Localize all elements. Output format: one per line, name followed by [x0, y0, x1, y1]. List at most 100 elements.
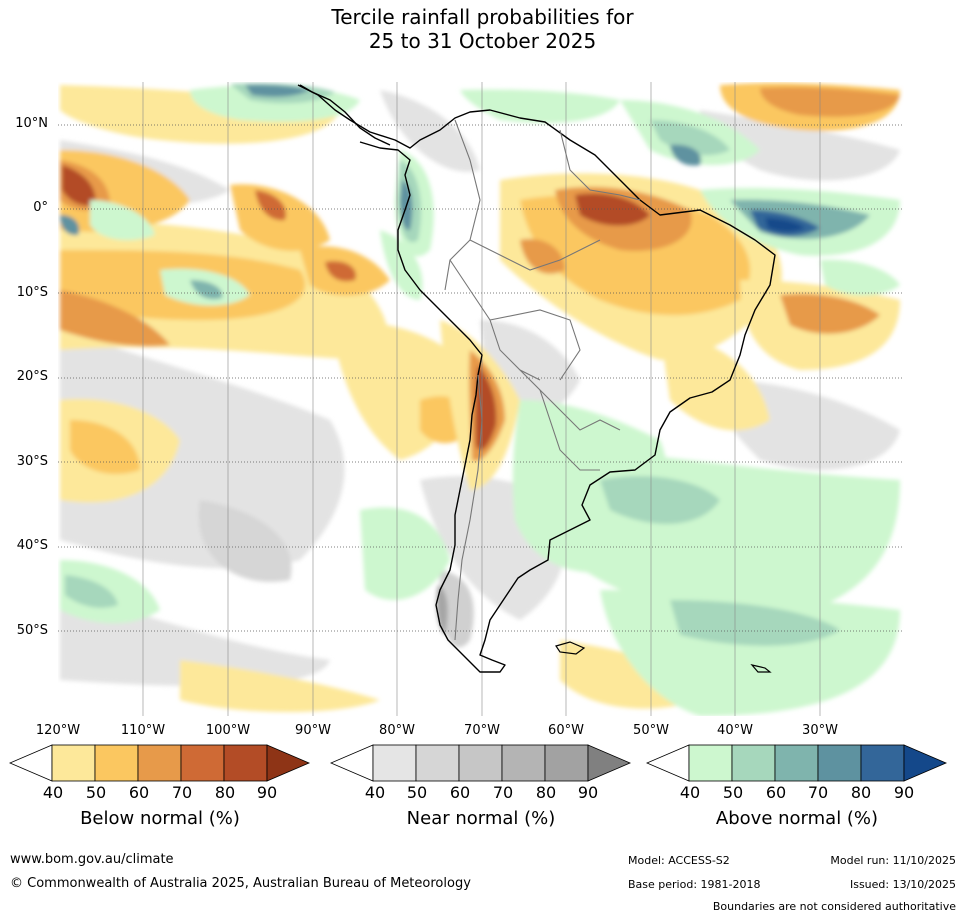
lon-label-60w: 60°W	[548, 723, 584, 738]
below-normal-area	[475, 365, 497, 450]
above-normal-area	[60, 215, 80, 236]
above-tick-50: 50	[722, 783, 744, 802]
below-normal-area	[760, 87, 900, 117]
lat-label-40s: 40°S	[16, 538, 48, 553]
below-colorbar-segment	[180, 744, 225, 782]
below-tick-70: 70	[171, 783, 193, 802]
near-colorbar-segment	[544, 744, 589, 782]
above-normal-area	[460, 89, 620, 124]
above-normal-area	[670, 600, 840, 646]
near-tick-80: 80	[535, 783, 557, 802]
colorbar-above-normal	[645, 744, 948, 782]
above-normal-area	[360, 507, 450, 600]
below-tick-90: 90	[256, 783, 278, 802]
below-normal-area	[70, 420, 140, 474]
below-colorbar-segment	[137, 744, 182, 782]
falkland-islands	[555, 641, 586, 655]
near-colorbar-segment	[372, 744, 417, 782]
below-normal-area	[780, 293, 880, 334]
country-borders	[444, 119, 641, 641]
model-run-date: Model run: 11/10/2025	[830, 854, 956, 867]
near-tick-40: 40	[364, 783, 386, 802]
above-normal-area	[245, 84, 310, 97]
near-colorbar-max-extend	[587, 744, 632, 782]
above-colorbar-segment	[860, 744, 905, 782]
title-line1: Tercile rainfall probabilities for	[331, 5, 634, 29]
lon-label-120w: 120°W	[35, 723, 81, 738]
above-colorbar-segment	[774, 744, 819, 782]
near-normal-area	[439, 570, 474, 648]
below-normal-area	[255, 190, 286, 221]
island	[750, 664, 772, 673]
above-colorbar-max-extend	[903, 744, 948, 782]
lon-label-100w: 100°W	[205, 723, 251, 738]
graticule	[58, 124, 904, 632]
below-colorbar-segment	[94, 744, 139, 782]
graticule-meridians	[142, 82, 821, 716]
below-normal-area	[60, 290, 170, 347]
lon-label-30w: 30°W	[802, 723, 838, 738]
model-name: Model: ACCESS-S2	[628, 854, 730, 867]
website-link[interactable]: www.bom.gov.au/climate	[10, 852, 174, 867]
issued-date: Issued: 13/10/2025	[849, 878, 956, 891]
below-normal-title: Below normal (%)	[80, 808, 240, 829]
base-period: Base period: 1981-2018	[628, 878, 761, 891]
near-tick-60: 60	[449, 783, 471, 802]
above-normal-area	[600, 590, 900, 716]
lat-label-10s: 10°S	[16, 285, 48, 300]
lon-label-110w: 110°W	[120, 723, 166, 738]
above-colorbar-min-extend	[645, 744, 690, 782]
above-normal-area	[600, 476, 720, 524]
near-colorbar-segment	[415, 744, 460, 782]
below-normal-area	[62, 165, 96, 206]
copyright-text: © Commonwealth of Australia 2025, Austra…	[10, 876, 471, 891]
near-colorbar-min-extend	[329, 744, 374, 782]
above-tick-80: 80	[850, 783, 872, 802]
lon-label-70w: 70°W	[464, 723, 500, 738]
near-normal-title: Near normal (%)	[406, 808, 556, 829]
lat-label-30s: 30°S	[16, 454, 48, 469]
below-normal-area	[575, 193, 650, 226]
below-normal-area	[325, 261, 356, 282]
near-colorbar-segment	[501, 744, 546, 782]
above-normal-title: Above normal (%)	[715, 808, 879, 829]
lon-label-40w: 40°W	[717, 723, 753, 738]
above-tick-90: 90	[893, 783, 915, 802]
central-america-coastline	[299, 84, 391, 146]
colorbar-near-normal	[329, 744, 632, 782]
lat-label-50s: 50°S	[16, 623, 48, 638]
lat-label-20s: 20°S	[16, 369, 48, 384]
below-colorbar-segment	[223, 744, 268, 782]
below-normal-area	[520, 239, 565, 274]
near-normal-area	[700, 110, 900, 181]
near-tick-90: 90	[577, 783, 599, 802]
lat-label-10n: 10°N	[15, 116, 48, 131]
boundary-disclaimer: Boundaries are not considered authoritat…	[712, 900, 956, 913]
below-colorbar-segment	[51, 744, 96, 782]
near-colorbar-segment	[458, 744, 503, 782]
above-colorbar-segment	[817, 744, 862, 782]
lon-label-90w: 90°W	[295, 723, 331, 738]
above-normal-area	[190, 280, 223, 300]
above-colorbar-segment	[688, 744, 733, 782]
above-tick-70: 70	[807, 783, 829, 802]
above-normal-area	[380, 230, 423, 300]
below-normal-area	[660, 330, 770, 431]
lon-label-80w: 80°W	[379, 723, 415, 738]
above-colorbar-segment	[731, 744, 776, 782]
near-normal-area	[140, 378, 320, 459]
near-tick-50: 50	[406, 783, 428, 802]
above-tick-40: 40	[679, 783, 701, 802]
above-normal-area	[60, 560, 160, 624]
below-tick-50: 50	[85, 783, 107, 802]
below-tick-60: 60	[128, 783, 150, 802]
below-tick-40: 40	[42, 783, 64, 802]
near-tick-70: 70	[492, 783, 514, 802]
above-normal-area	[820, 259, 900, 296]
above-normal-area	[765, 218, 805, 232]
above-normal-area	[670, 144, 701, 166]
below-colorbar-min-extend	[8, 744, 53, 782]
colorbar-below-normal	[8, 744, 311, 782]
below-tick-80: 80	[214, 783, 236, 802]
